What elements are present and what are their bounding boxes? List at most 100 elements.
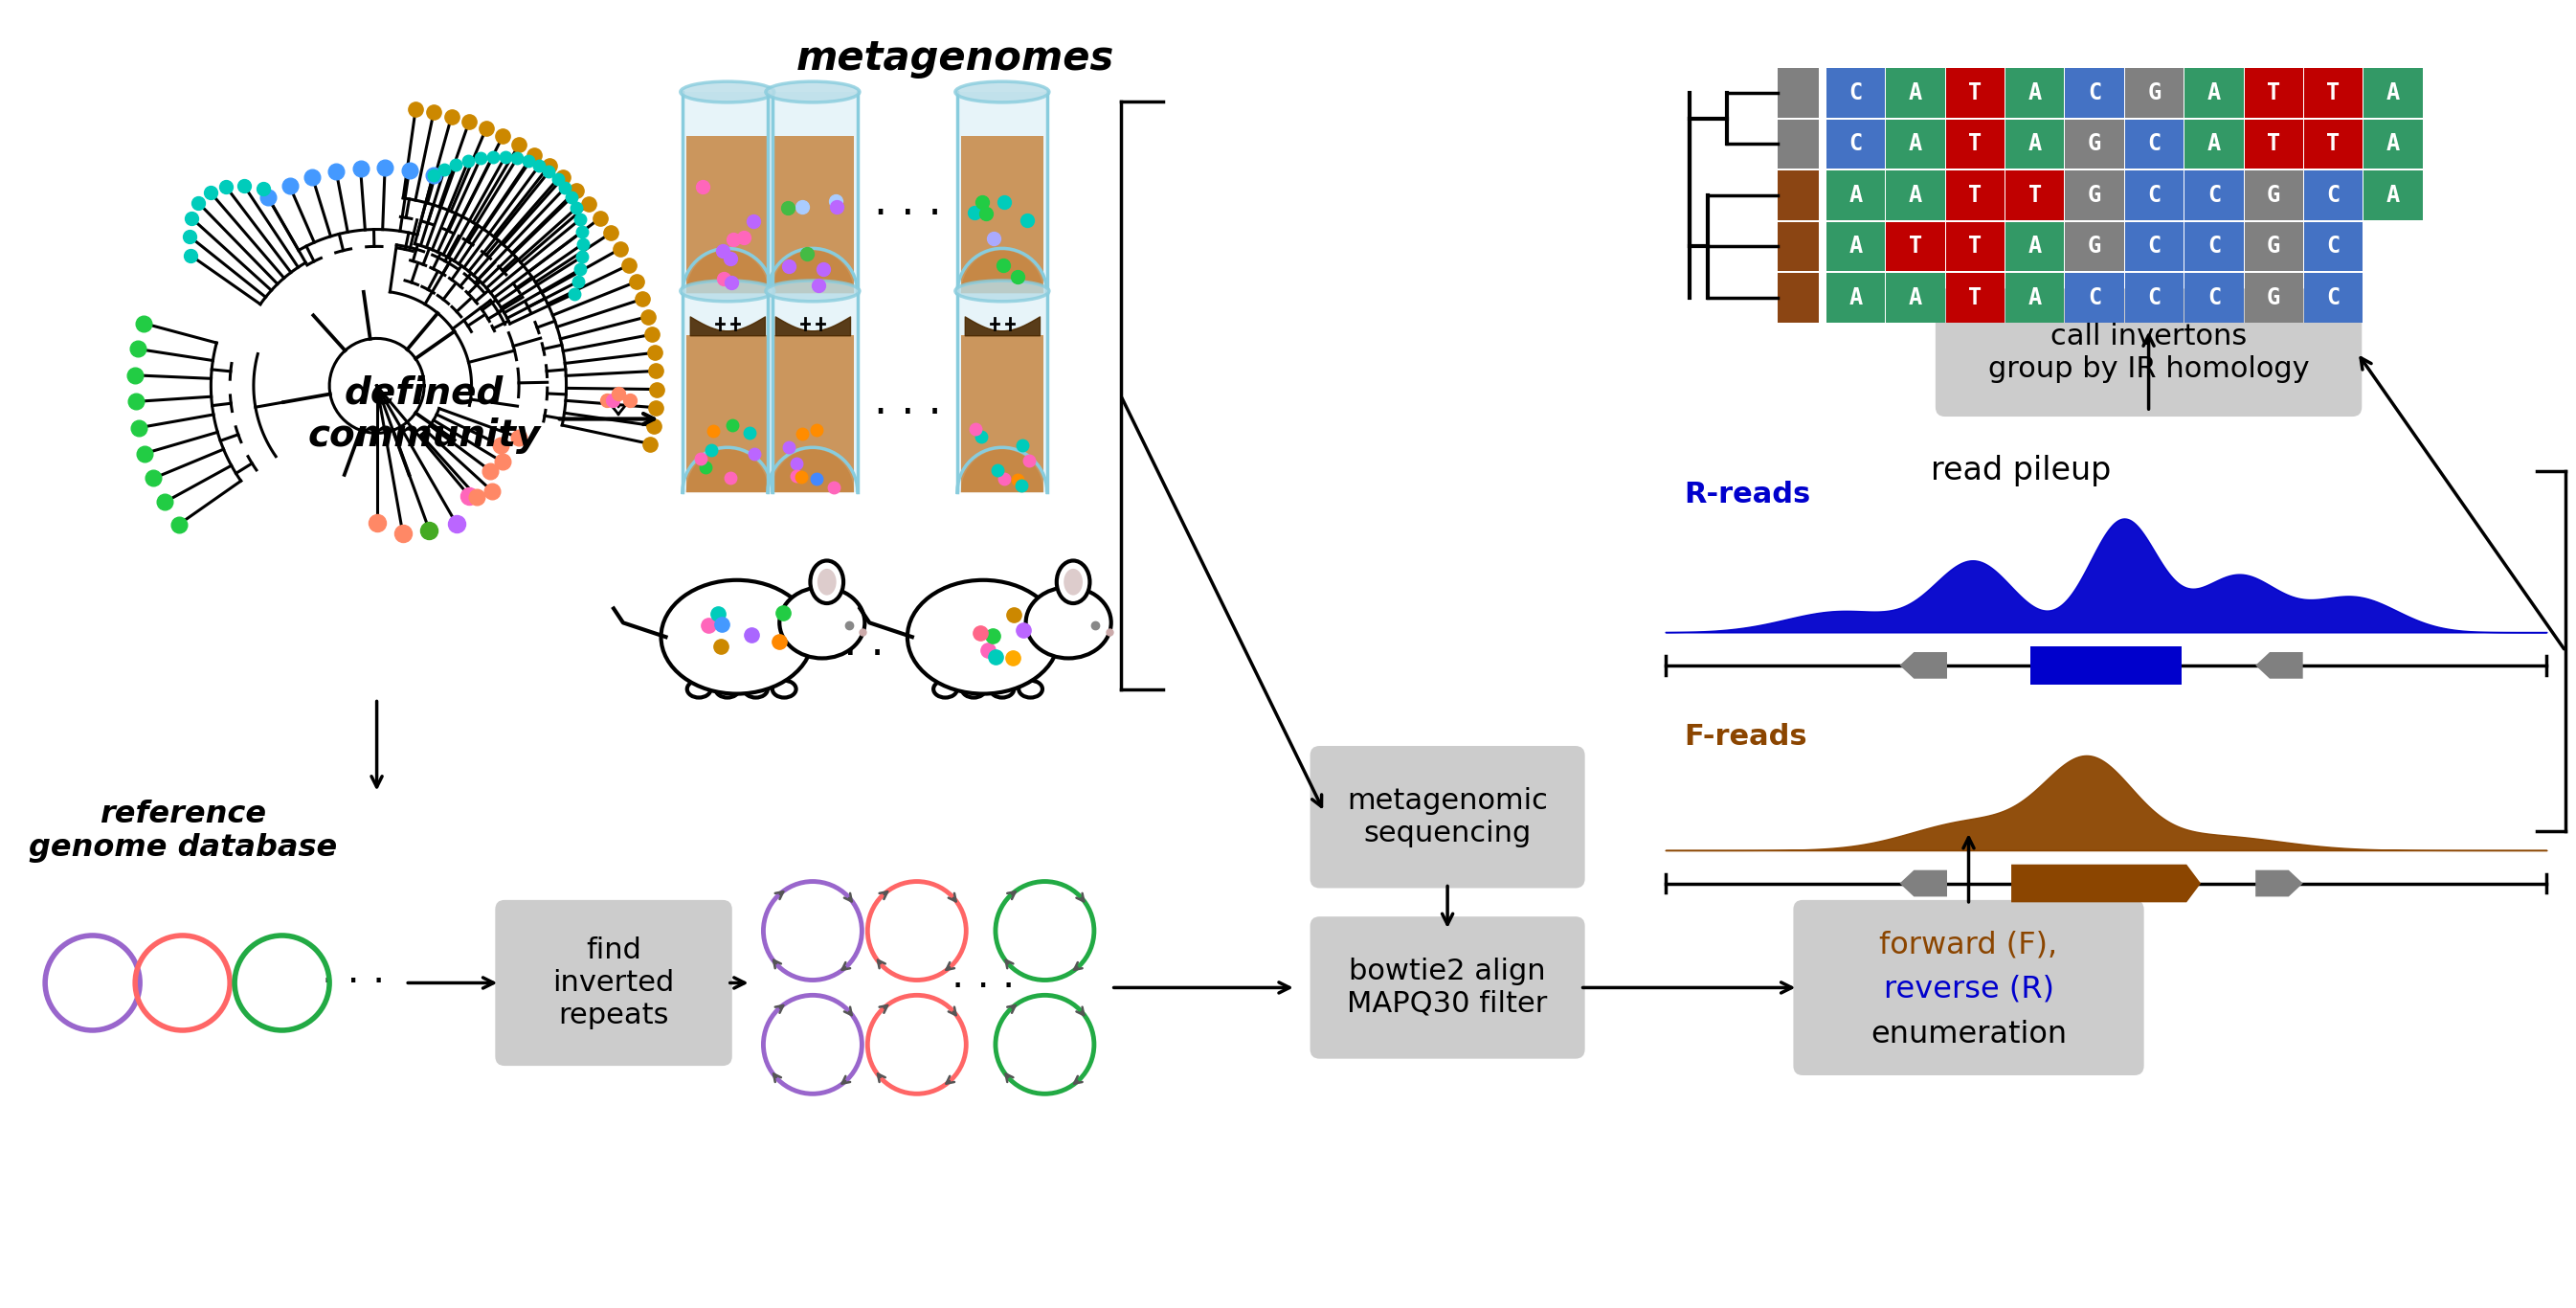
Polygon shape	[685, 136, 768, 293]
Text: defined
community: defined community	[307, 375, 541, 454]
Bar	[1886, 119, 1945, 169]
Text: · · ·: · · ·	[873, 394, 940, 434]
Text: G: G	[2087, 132, 2102, 156]
Bar	[1945, 170, 2004, 220]
Bar	[1826, 119, 1886, 169]
Text: metagenomes: metagenomes	[796, 39, 1113, 78]
Polygon shape	[770, 136, 853, 293]
Ellipse shape	[956, 81, 1048, 102]
Bar	[2303, 119, 2362, 169]
Polygon shape	[961, 250, 1043, 293]
Text: C: C	[2148, 235, 2161, 258]
Bar	[1945, 222, 2004, 271]
Text: C: C	[2087, 81, 2102, 105]
Bar	[2244, 119, 2303, 169]
Ellipse shape	[680, 81, 775, 102]
Text: reverse (R): reverse (R)	[1883, 974, 2053, 1005]
Ellipse shape	[933, 680, 958, 697]
Text: G: G	[2087, 183, 2102, 207]
Bar	[2184, 273, 2244, 322]
Ellipse shape	[811, 561, 842, 603]
Ellipse shape	[662, 579, 811, 693]
Bar	[2066, 119, 2125, 169]
Polygon shape	[958, 447, 1048, 492]
Bar	[1826, 68, 1886, 118]
Bar	[1945, 68, 2004, 118]
Bar	[2007, 170, 2063, 220]
Text: T: T	[2267, 132, 2280, 156]
Text: A: A	[1909, 286, 1922, 309]
Polygon shape	[768, 290, 858, 492]
Bar	[2184, 222, 2244, 271]
Bar	[1777, 68, 1819, 118]
Bar	[2007, 68, 2063, 118]
Ellipse shape	[680, 280, 775, 301]
Bar	[2365, 68, 2421, 118]
Text: C: C	[2087, 286, 2102, 309]
Bar	[2303, 170, 2362, 220]
Ellipse shape	[956, 280, 1048, 301]
Text: A: A	[2208, 81, 2221, 105]
Polygon shape	[961, 335, 1043, 492]
Text: T: T	[1968, 286, 1981, 309]
Text: read pileup: read pileup	[1929, 455, 2110, 487]
Text: A: A	[2385, 183, 2401, 207]
Ellipse shape	[773, 680, 796, 697]
Text: T: T	[2267, 81, 2280, 105]
Text: C: C	[1850, 132, 1862, 156]
Text: A: A	[1850, 183, 1862, 207]
Ellipse shape	[1064, 569, 1082, 595]
Text: T: T	[2326, 81, 2339, 105]
FancyBboxPatch shape	[495, 900, 732, 1066]
Text: A: A	[2027, 81, 2043, 105]
Bar	[2125, 273, 2184, 322]
Bar	[2184, 119, 2244, 169]
Polygon shape	[768, 92, 858, 293]
Polygon shape	[768, 249, 858, 293]
Text: bowtie2 align
MAPQ30 filter: bowtie2 align MAPQ30 filter	[1347, 957, 1548, 1018]
Polygon shape	[770, 250, 853, 293]
FancyBboxPatch shape	[1311, 917, 1584, 1058]
Polygon shape	[683, 447, 773, 492]
Text: forward (F),: forward (F),	[1880, 930, 2058, 960]
Text: C: C	[2208, 286, 2221, 309]
Ellipse shape	[907, 579, 1059, 693]
Bar	[1886, 222, 1945, 271]
Text: · · ·: · · ·	[873, 195, 940, 235]
Bar	[1777, 119, 1819, 169]
Text: A: A	[1909, 132, 1922, 156]
Text: G: G	[2267, 235, 2280, 258]
Text: T: T	[1968, 235, 1981, 258]
Polygon shape	[958, 249, 1048, 293]
Text: · · ·: · · ·	[951, 968, 1015, 1007]
Text: A: A	[2027, 132, 2043, 156]
Bar	[2303, 68, 2362, 118]
Bar	[2007, 119, 2063, 169]
Text: F-reads: F-reads	[1685, 722, 1808, 751]
Text: T: T	[1968, 183, 1981, 207]
Text: A: A	[1909, 183, 1922, 207]
Text: C: C	[2148, 286, 2161, 309]
Ellipse shape	[961, 680, 987, 697]
Ellipse shape	[989, 680, 1015, 697]
Bar	[2303, 273, 2362, 322]
Text: G: G	[2267, 286, 2280, 309]
Text: C: C	[1850, 81, 1862, 105]
Bar	[1826, 273, 1886, 322]
Text: T: T	[2326, 132, 2339, 156]
Bar	[2244, 170, 2303, 220]
Text: A: A	[1909, 81, 1922, 105]
Bar	[2066, 68, 2125, 118]
Text: T: T	[2027, 183, 2043, 207]
Text: A: A	[2027, 286, 2043, 309]
Polygon shape	[1899, 653, 1947, 679]
Polygon shape	[958, 290, 1048, 492]
Bar	[2007, 273, 2063, 322]
Bar	[1886, 273, 1945, 322]
Text: A: A	[1850, 286, 1862, 309]
Bar	[2303, 222, 2362, 271]
Text: A: A	[2208, 132, 2221, 156]
Polygon shape	[768, 447, 858, 492]
Bar	[2125, 68, 2184, 118]
Bar	[1886, 170, 1945, 220]
